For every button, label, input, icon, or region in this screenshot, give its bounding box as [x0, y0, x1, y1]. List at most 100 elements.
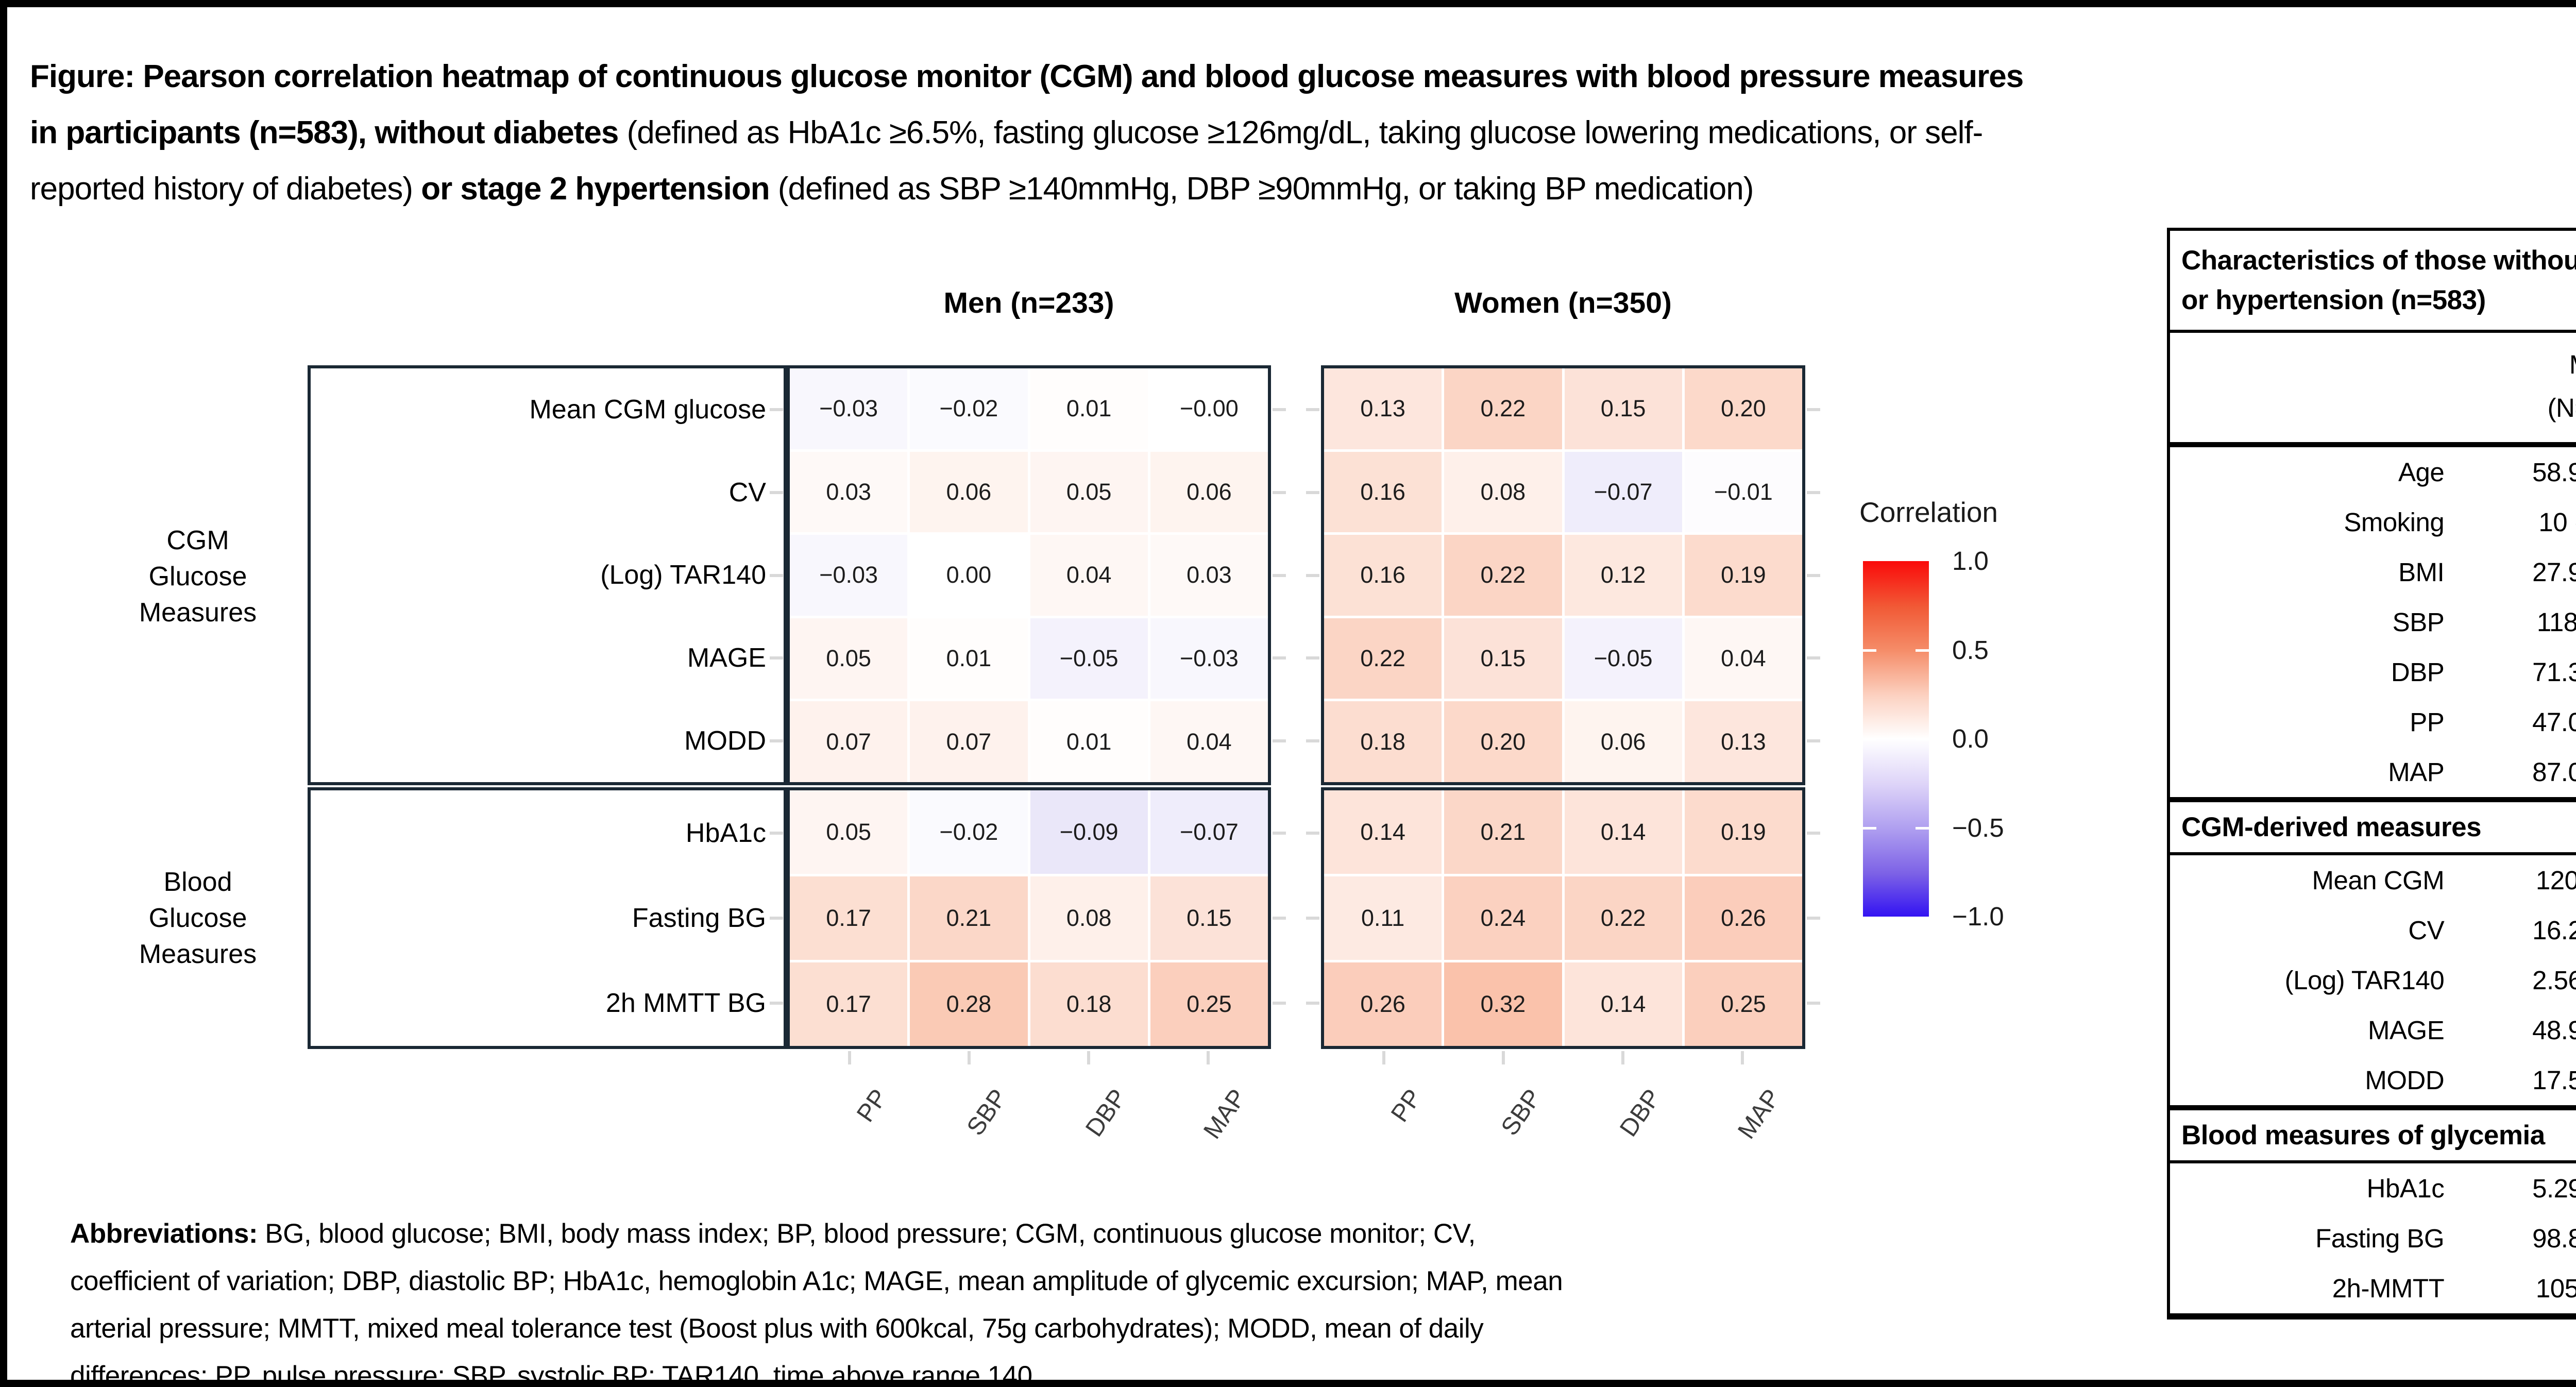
heatmap-cell: 0.28 [910, 962, 1028, 1046]
row-tick [1807, 656, 1820, 660]
heatmap-cell: 0.00 [910, 535, 1028, 616]
row-label: MODD [684, 725, 766, 756]
table-cell: 118 (10.4) [2536, 607, 2576, 637]
heatmap-cell: 0.26 [1324, 962, 1442, 1046]
heatmap-cell: 0.01 [1030, 701, 1148, 782]
colorbar-tick-label: −1.0 [1952, 902, 2004, 931]
row-label: HbA1c [685, 818, 766, 848]
row-tick [1306, 1002, 1319, 1005]
table-row-label: Smoking [2344, 507, 2445, 537]
table-cell: 2.56 (0.85) [2532, 965, 2576, 995]
row-tick [1273, 573, 1286, 577]
column-tick [1502, 1051, 1505, 1064]
colorbar-tick-label: 0.5 [1952, 635, 1989, 665]
table-row-label: Mean CGM [2312, 865, 2445, 895]
table-cell: 71.3 (7.82) [2532, 657, 2576, 687]
heatmap-cell: −0.07 [1150, 790, 1268, 874]
heatmap-cell: 0.22 [1444, 368, 1562, 449]
row-tick [1807, 1002, 1820, 1005]
heatmap-cell: 0.07 [910, 701, 1028, 782]
heatmap-cell: 0.19 [1684, 535, 1802, 616]
heatmap-cell: −0.03 [1150, 618, 1268, 699]
table-cell: 98.8 (8.19) [2532, 1223, 2576, 1253]
row-label: (Log) TAR140 [600, 560, 766, 590]
row-tick [1807, 490, 1820, 494]
row-label: Mean CGM glucose [529, 395, 766, 425]
heatmap-cell: 0.04 [1150, 701, 1268, 782]
row-tick [1273, 739, 1286, 742]
column-tick [1087, 1051, 1090, 1064]
row-label: 2h MMTT BG [605, 988, 766, 1019]
heatmap-cell: −0.02 [910, 368, 1028, 449]
abbreviations-label: Abbreviations: [70, 1219, 258, 1249]
x-axis-label: SBP [961, 1084, 1013, 1141]
men-panel-title: Men (n=233) [943, 286, 1114, 319]
row-tick [770, 1002, 783, 1005]
heatmap-cell: −0.02 [910, 790, 1028, 874]
heatmap-cell: 0.13 [1324, 368, 1442, 449]
table-row-label: (Log) TAR140 [2284, 965, 2445, 995]
title-bold-1: Figure: Pearson correlation heatmap of c… [30, 59, 2024, 150]
colorbar-notch [1863, 826, 1876, 830]
row-tick [1306, 917, 1319, 920]
table-section-header: CGM-derived measures [2170, 797, 2576, 855]
heatmap-cell: 0.06 [1150, 451, 1268, 533]
heatmap-cell: 0.12 [1564, 535, 1682, 616]
heatmap-cell: 0.26 [1684, 876, 1802, 960]
colorbar-notch [1916, 738, 1929, 740]
row-label-box: Mean CGM glucose CV (Log) TAR140 MAGE MODD [308, 365, 787, 785]
row-tick [770, 656, 783, 660]
table-row-label: CV [2408, 915, 2445, 945]
table-row-label: PP [2410, 707, 2445, 737]
x-axis-label: MAP [1733, 1084, 1786, 1144]
heatmap-cell: −0.07 [1564, 451, 1682, 533]
heatmap-panel: −0.03 −0.02 0.01 −0.00 0.03 0.06 0.05 0.06 −0.03… [787, 365, 1271, 785]
heatmap-cell: 0.08 [1444, 451, 1562, 533]
heatmap-cell: −0.09 [1030, 790, 1148, 874]
table-row-label: MAGE [2368, 1015, 2445, 1045]
table-row-label: Fasting BG [2315, 1223, 2445, 1253]
heatmap-cell: 0.22 [1564, 876, 1682, 960]
x-axis-label: DBP [1080, 1084, 1132, 1142]
heatmap-cell: 0.04 [1684, 618, 1802, 699]
heatmap-cell: 0.25 [1684, 962, 1802, 1046]
row-tick [1273, 408, 1286, 412]
table-row-label: SBP [2392, 607, 2445, 637]
heatmap-cell: 0.20 [1444, 701, 1562, 782]
column-tick [1741, 1051, 1744, 1064]
heatmap-cell: −0.05 [1030, 618, 1148, 699]
row-tick [1306, 739, 1319, 742]
heatmap-cell: 0.18 [1324, 701, 1442, 782]
figure-title: Figure: Pearson correlation heatmap of c… [30, 48, 2576, 217]
row-group-label-cgm: CGM Glucose Measures [139, 526, 257, 628]
table-cell: 47.0 (9.03) [2532, 707, 2576, 737]
x-axis-label: SBP [1496, 1084, 1547, 1141]
table-cell: 58.9 (8.59) [2532, 457, 2576, 487]
row-tick [770, 490, 783, 494]
heatmap-cell: 0.03 [1150, 535, 1268, 616]
abbreviations: Abbreviations: BG, blood glucose; BMI, b… [70, 1210, 2193, 1380]
row-label: CV [728, 477, 766, 508]
x-axis-label: PP [1386, 1084, 1428, 1127]
heatmap-cell: 0.06 [910, 451, 1028, 533]
row-tick [1306, 408, 1319, 412]
table-title: Characteristics of those without diabete… [2170, 231, 2576, 333]
heatmap-cell: 0.22 [1324, 618, 1442, 699]
table-row-label: MAP [2388, 757, 2445, 787]
table-cell: 120 (13.1) [2535, 865, 2576, 895]
colorbar-notch [1916, 649, 1929, 652]
row-tick [770, 408, 783, 412]
heatmap-cell: 0.20 [1684, 368, 1802, 449]
heatmap-panel: 0.14 0.21 0.14 0.19 0.11 0.24 0.22 0.26 0.26 0.32… [1321, 787, 1805, 1049]
heatmap-cell: −0.01 [1684, 451, 1802, 533]
table-header-row: Men (N=233) Women (N=350) [2170, 333, 2576, 447]
heatmap-cell: 0.21 [910, 876, 1028, 960]
